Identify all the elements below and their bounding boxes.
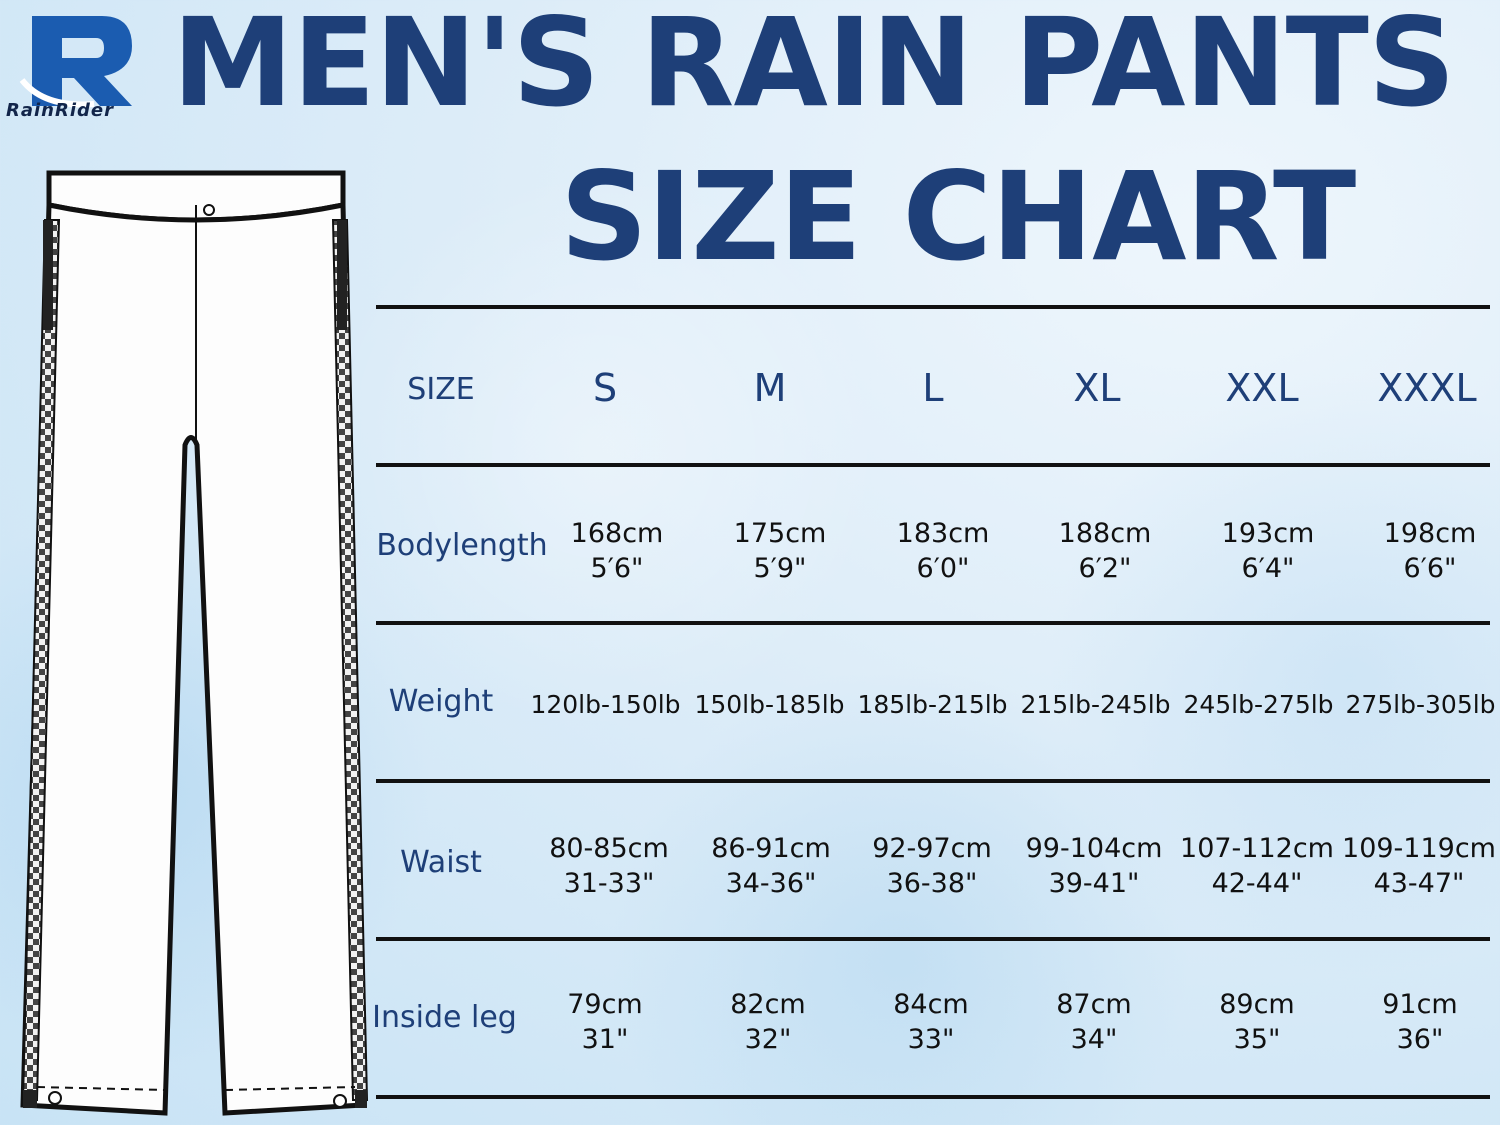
- table-line: [376, 305, 1490, 309]
- table-cell: 168cm 5′6": [570, 518, 664, 584]
- pants-illustration: [20, 170, 369, 1116]
- table-cell: 89cm 35": [1219, 989, 1295, 1055]
- row-label-bodylength: Bodylength: [376, 528, 548, 563]
- table-cell: 80-85cm 31-33": [549, 833, 669, 899]
- table-cell: 150lb-185lb: [694, 690, 845, 719]
- page-title: MEN'S RAIN PANTS: [172, 0, 1456, 134]
- table-cell: 79cm 31": [567, 989, 643, 1055]
- brand-name: RainRider: [6, 100, 114, 121]
- size-s: S: [592, 366, 618, 410]
- size-xl: XL: [1073, 366, 1121, 410]
- table-cell: 86-91cm 34-36": [711, 833, 831, 899]
- table-line: [376, 779, 1490, 783]
- size-header-label: SIZE: [407, 372, 475, 407]
- table-cell: 109-119cm 43-47": [1342, 833, 1496, 899]
- table-cell: 175cm 5′9": [733, 518, 827, 584]
- table-cell: 245lb-275lb: [1183, 690, 1334, 719]
- table-cell: 84cm 33": [893, 989, 969, 1055]
- row-label-waist: Waist: [400, 845, 482, 880]
- table-cell: 198cm 6′6": [1383, 518, 1477, 584]
- table-line: [376, 937, 1490, 941]
- table-cell: 193cm 6′4": [1221, 518, 1315, 584]
- size-m: M: [753, 366, 787, 410]
- size-xxl: XXL: [1225, 366, 1299, 410]
- table-cell: 91cm 36": [1382, 989, 1458, 1055]
- table-cell: 275lb-305lb: [1345, 690, 1496, 719]
- table-cell: 82cm 32": [730, 989, 806, 1055]
- size-xxxl: XXXL: [1377, 366, 1477, 410]
- table-cell: 185lb-215lb: [857, 690, 1008, 719]
- table-cell: 183cm 6′0": [896, 518, 990, 584]
- table-cell: 120lb-150lb: [530, 690, 681, 719]
- table-line: [376, 621, 1490, 625]
- table-cell: 188cm 6′2": [1058, 518, 1152, 584]
- size-l: L: [922, 366, 944, 410]
- page-subtitle: SIZE CHART: [560, 146, 1356, 288]
- table-cell: 92-97cm 36-38": [872, 833, 992, 899]
- row-label-weight: Weight: [388, 684, 494, 719]
- table-cell: 87cm 34": [1056, 989, 1132, 1055]
- table-line: [376, 1095, 1490, 1099]
- table-cell: 215lb-245lb: [1020, 690, 1171, 719]
- rainrider-logo: [19, 16, 132, 108]
- row-label-inside-leg: Inside leg: [372, 1000, 517, 1035]
- table-cell: 99-104cm 39-41": [1025, 833, 1163, 899]
- table-cell: 107-112cm 42-44": [1180, 833, 1334, 899]
- table-line: [376, 463, 1490, 467]
